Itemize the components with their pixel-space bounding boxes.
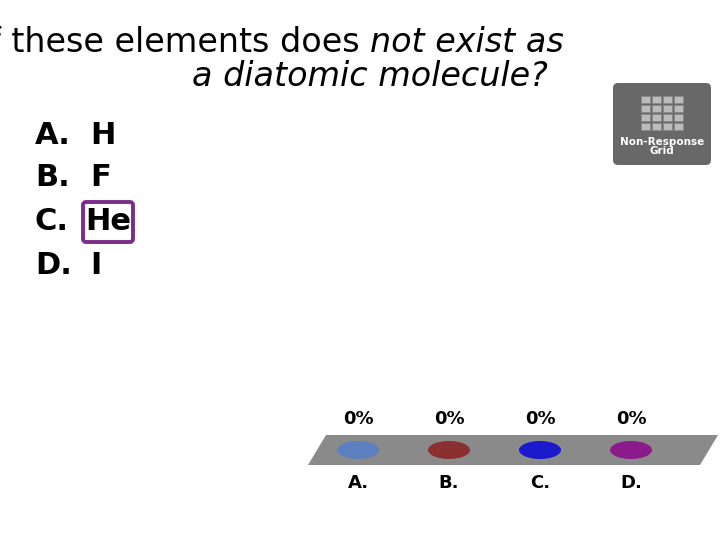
Text: Which of these elements does: Which of these elements does [0,26,370,59]
Bar [652,123,661,130]
Bar [641,123,650,130]
Text: C.: C. [530,474,550,492]
Bar [652,114,661,121]
Bar [674,105,683,112]
Text: D.: D. [620,474,642,492]
Bar [663,105,672,112]
Bar [641,105,650,112]
Text: C.: C. [35,207,69,237]
Bar [652,96,661,103]
Bar [674,114,683,121]
Text: A.: A. [35,120,71,150]
Text: He: He [85,207,131,237]
Ellipse shape [337,441,379,459]
Text: Grid: Grid [649,146,675,156]
Bar [674,96,683,103]
Text: not exist as: not exist as [370,26,564,59]
Bar [641,114,650,121]
Text: a diatomic molecule?: a diatomic molecule? [192,60,548,93]
FancyBboxPatch shape [613,83,711,165]
Polygon shape [308,435,718,465]
Text: Non-Response: Non-Response [620,137,704,147]
Bar [674,123,683,130]
Ellipse shape [519,441,561,459]
Text: D.: D. [35,251,72,280]
Bar [641,96,650,103]
Bar [663,123,672,130]
Text: F: F [90,164,111,192]
Ellipse shape [428,441,470,459]
Text: 0%: 0% [616,410,647,428]
Text: A.: A. [348,474,369,492]
Text: 0%: 0% [433,410,464,428]
FancyBboxPatch shape [83,202,133,242]
Bar [663,114,672,121]
Bar [663,96,672,103]
Ellipse shape [610,441,652,459]
Text: B.: B. [438,474,459,492]
Text: I: I [90,251,102,280]
Bar [652,105,661,112]
Text: 0%: 0% [343,410,373,428]
Text: 0%: 0% [525,410,555,428]
Text: H: H [90,120,115,150]
Text: B.: B. [35,164,70,192]
